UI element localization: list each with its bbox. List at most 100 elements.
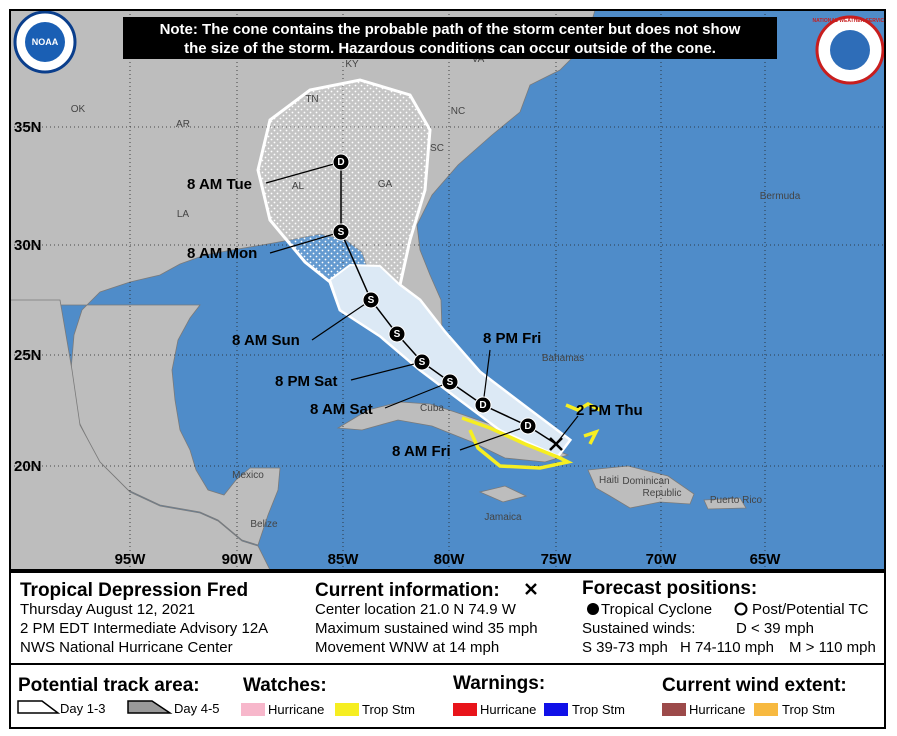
storm-line: 2 PM EDT Intermediate Advisory 12A — [20, 620, 268, 637]
axis-labels: 35N 30N 25N 20N 95W 90W 85W 80W 75W 70W 65W — [14, 119, 781, 568]
map: KY VA TN NC OK AR SC AL GA LA Bermuda Bahamas Cuba Me… — [10, 10, 885, 570]
marker-dot — [441, 373, 459, 391]
x-mark — [549, 437, 563, 451]
lon-label: 95W — [115, 551, 147, 568]
time-labels: 8 AM Tue 8 AM Mon 8 AM Sun 8 PM Sat 8 AM Sat… — [187, 176, 643, 460]
time-label: 8 PM Fri — [483, 330, 541, 347]
time-label: 8 AM Fri — [392, 443, 451, 460]
land-jamaica — [478, 485, 528, 503]
current-title: Current information: — [315, 580, 500, 601]
time-label: 8 PM Sat — [275, 373, 338, 390]
place-label: Bermuda — [760, 191, 801, 202]
forecast-item: D < 39 mph — [736, 620, 814, 637]
watch-hurricane-swatch — [241, 703, 265, 716]
warning-tropstm-swatch — [544, 703, 568, 716]
note-line: Note: The cone contains the probable pat… — [160, 21, 741, 38]
lat-label: 20N — [14, 458, 42, 475]
day45-icon — [127, 700, 173, 714]
time-label: 8 AM Sun — [232, 332, 300, 349]
leader — [311, 299, 372, 341]
warning-cuba — [461, 416, 574, 470]
place-label: Republic — [643, 488, 682, 499]
marker-letter: S — [368, 295, 375, 306]
tc-icon — [587, 603, 599, 615]
forecast-markers: D S S S S S D D — [332, 153, 537, 435]
warning-bahamas — [565, 402, 601, 412]
legend-title: Watches: — [243, 675, 327, 696]
info-panel — [9, 571, 886, 729]
legend-item: Hurricane — [480, 702, 536, 717]
land-central-america — [10, 299, 271, 570]
forecast-item: M > 110 mph — [789, 639, 876, 656]
note-box — [123, 17, 777, 59]
legend-title: Current wind extent: — [662, 675, 847, 696]
place-label: Belize — [250, 519, 278, 530]
marker-letter: D — [479, 400, 486, 411]
wind-hurricane-swatch — [662, 703, 686, 716]
forecast-item: S 39-73 mph — [582, 639, 668, 656]
land-cuba — [336, 401, 570, 463]
place-label: Jamaica — [484, 512, 522, 523]
marker-letter: D — [337, 157, 344, 168]
place-label: Dominican — [622, 476, 669, 487]
day13-icon — [17, 700, 61, 714]
marker-letter: S — [447, 377, 454, 388]
label-leaders — [265, 161, 579, 451]
place-label: GA — [378, 179, 393, 190]
note-line: the size of the storm. Hazardous conditi… — [184, 40, 716, 57]
place-label: TN — [305, 94, 318, 105]
place-label: LA — [177, 209, 190, 220]
time-label: 2 PM Thu — [576, 402, 643, 419]
land-puerto-rico — [703, 497, 747, 510]
current-line: Movement WNW at 14 mph — [315, 639, 499, 656]
nws-logo: NATIONAL WEATHER SERVICE — [813, 15, 885, 85]
place-label: KY — [345, 59, 359, 70]
place-label: Haiti — [599, 475, 619, 486]
land-hispaniola — [587, 465, 695, 509]
place-label: Mexico — [232, 470, 264, 481]
current-icon — [525, 583, 537, 595]
leader — [384, 381, 451, 409]
place-label: Puerto Rico — [710, 495, 763, 506]
warning-hurricane-swatch — [453, 703, 477, 716]
cone-day-1-3 — [328, 263, 572, 458]
place-label: VA — [472, 54, 485, 65]
watch-tropstm-swatch — [335, 703, 359, 716]
marker-letter: S — [394, 329, 401, 340]
forecast-item: Post/Potential TC — [752, 601, 869, 618]
post-tc-icon — [734, 602, 748, 616]
lon-label: 85W — [328, 551, 360, 568]
warning-bahamas-2 — [583, 429, 600, 445]
marker-letter: S — [419, 357, 426, 368]
time-label: 8 AM Mon — [187, 245, 257, 262]
place-label: Cuba — [420, 403, 444, 414]
tropical-storm-warnings — [461, 402, 601, 470]
lon-label: 80W — [434, 551, 466, 568]
place-label: NC — [451, 106, 465, 117]
forecast-item: H 74-110 mph — [680, 639, 774, 656]
leader — [350, 361, 423, 381]
lat-label: 25N — [14, 347, 42, 364]
legend-title: Warnings: — [453, 673, 545, 694]
time-label: 8 AM Sat — [310, 401, 373, 418]
legend-item: Hurricane — [689, 702, 745, 717]
legend-item: Day 1-3 — [60, 701, 106, 716]
logo-core — [830, 30, 870, 70]
logo-core — [25, 22, 65, 62]
place-label: Bahamas — [542, 353, 584, 364]
legend-title: Potential track area: — [18, 675, 200, 696]
marker-dot — [474, 396, 492, 414]
lat-label: 35N — [14, 119, 42, 136]
place-label: AL — [292, 181, 305, 192]
wind-tropstm-swatch — [754, 703, 778, 716]
marker-dot — [388, 325, 406, 343]
marker-letter: S — [338, 227, 345, 238]
time-label: 8 AM Tue — [187, 176, 252, 193]
place-label: OK — [71, 104, 86, 115]
storm-title: Tropical Depression Fred — [20, 580, 248, 601]
current-position — [549, 437, 563, 451]
lon-label: 75W — [541, 551, 573, 568]
current-line: Center location 21.0 N 74.9 W — [315, 601, 517, 618]
leader — [269, 231, 342, 254]
